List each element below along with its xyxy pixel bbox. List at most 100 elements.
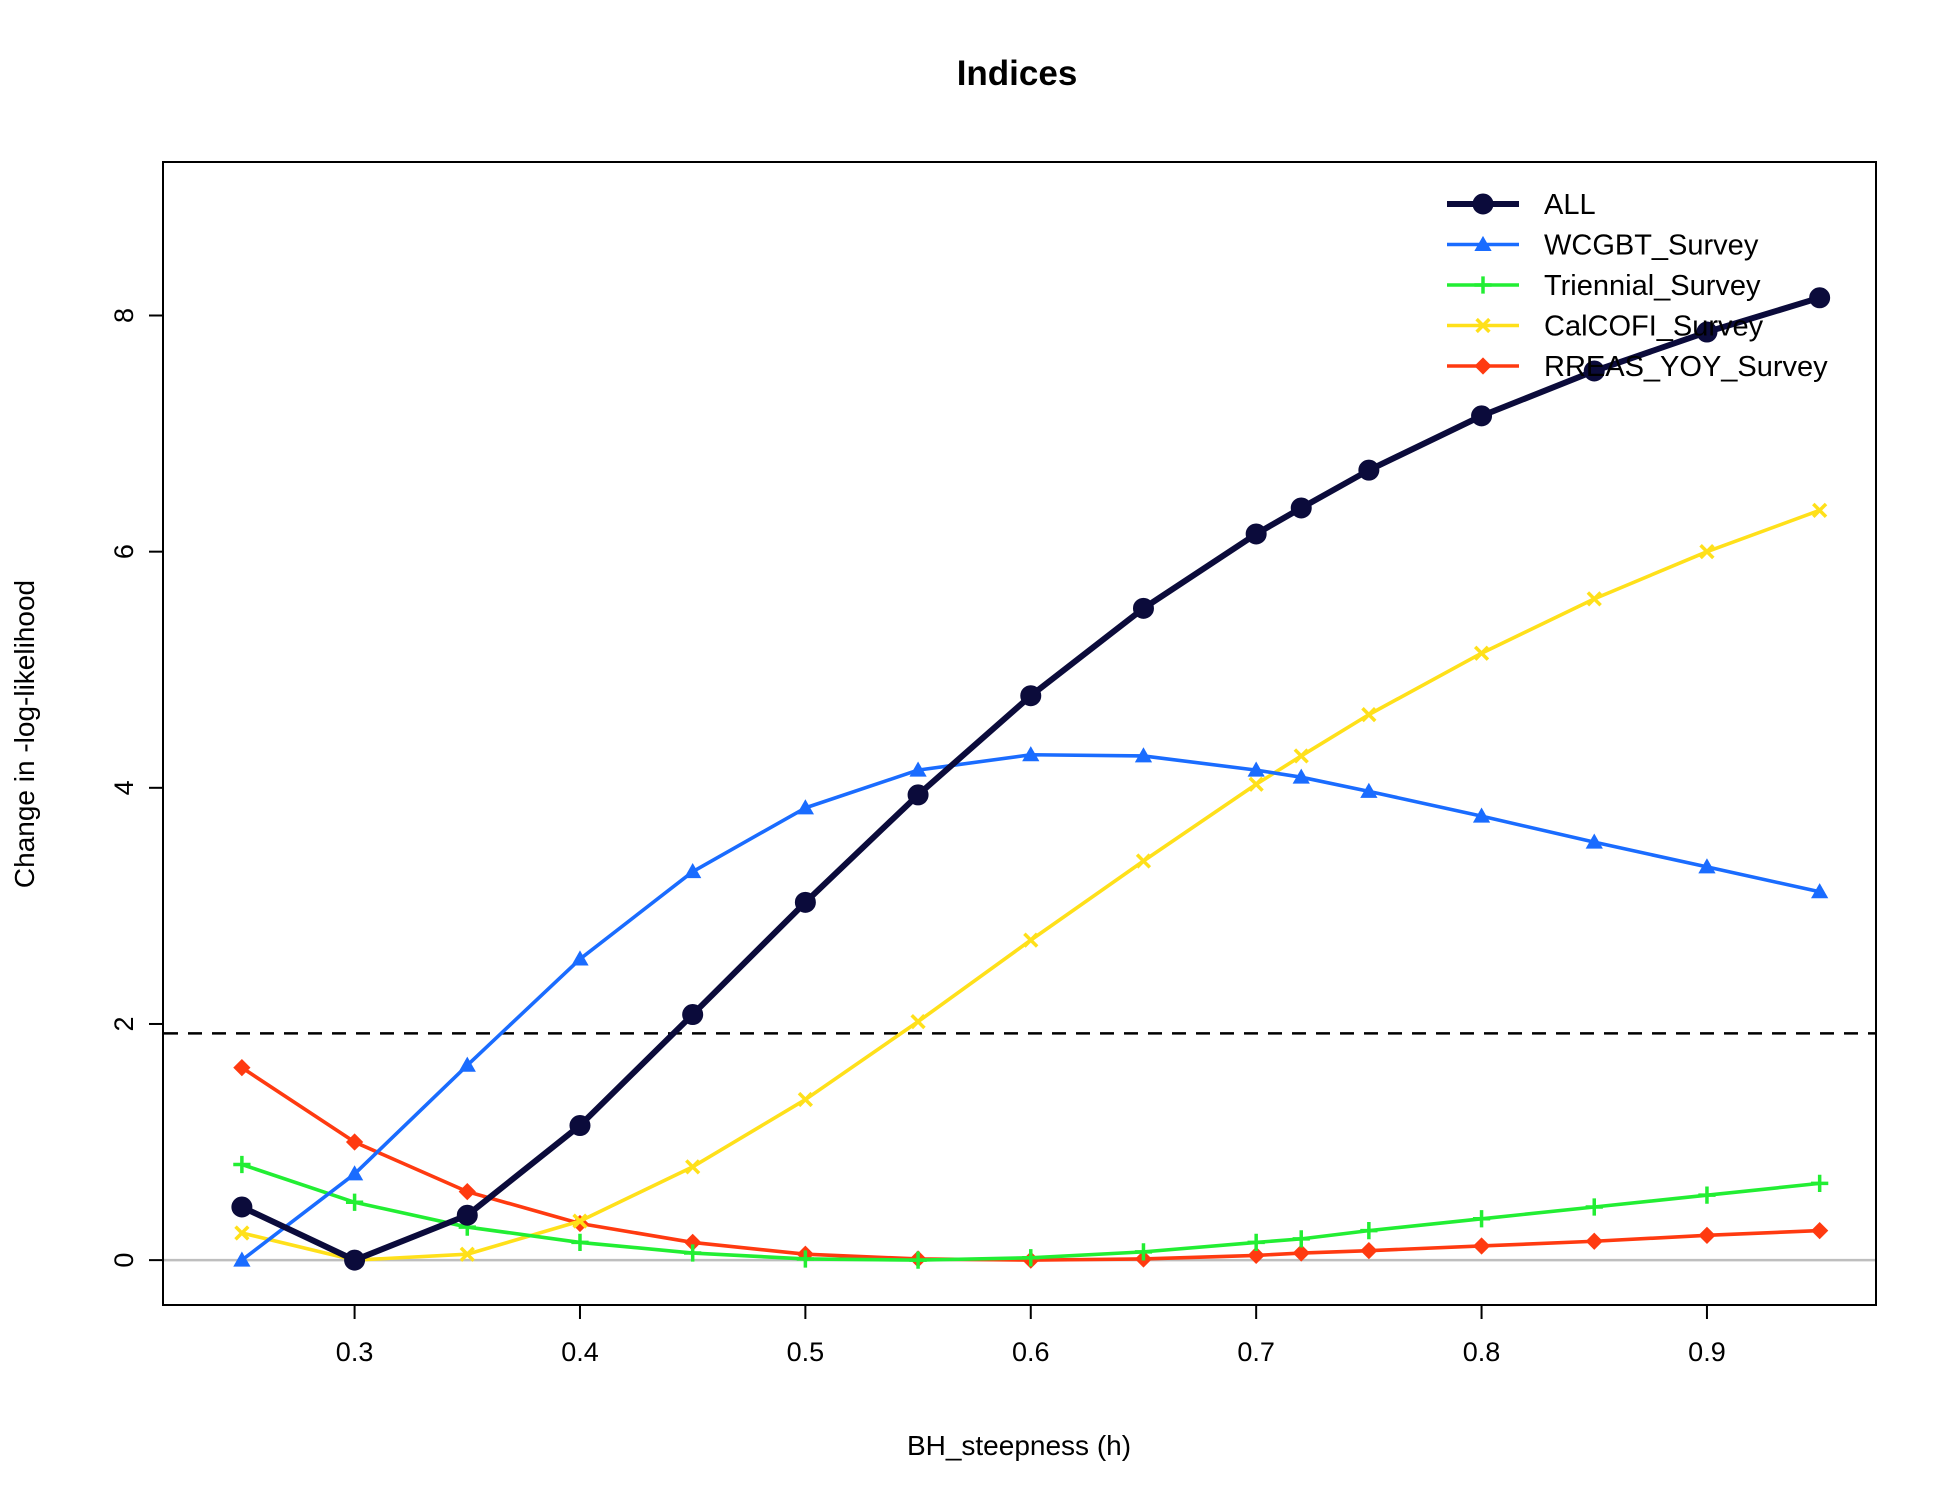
x-axis-title: BH_steepness (h) — [907, 1430, 1131, 1461]
data-point-triennial-survey — [1360, 1221, 1378, 1240]
data-point-rreas-yoy-survey — [458, 1183, 476, 1201]
data-point-wcgbt-survey — [1811, 883, 1829, 899]
y-axis-title: Change in -log-likelihood — [9, 580, 40, 888]
data-point-triennial-survey — [1247, 1233, 1265, 1252]
x-tick-label: 0.7 — [1237, 1337, 1275, 1367]
data-point-rreas-yoy-survey — [1585, 1232, 1603, 1250]
data-point-triennial-survey — [345, 1193, 364, 1211]
data-point-triennial-survey — [1585, 1198, 1603, 1216]
series-line-all — [240, 294, 1821, 1264]
legend-item-calcofi-survey: CalCOFI_Survey — [1447, 311, 1764, 343]
data-point-all — [456, 1204, 478, 1226]
data-point-calcofi-survey — [1135, 853, 1152, 869]
data-point-wcgbt-survey — [1472, 807, 1491, 823]
data-point-triennial-survey — [909, 1251, 927, 1269]
legend-marker-calcofi-survey — [1475, 317, 1491, 334]
data-point-wcgbt-survey — [1247, 761, 1265, 777]
series-line-wcgbt-survey — [240, 752, 1821, 1262]
data-point-calcofi-survey — [1699, 544, 1715, 560]
data-point-wcgbt-survey — [909, 761, 927, 777]
data-point-rreas-yoy-survey — [1360, 1242, 1378, 1260]
data-point-calcofi-survey — [234, 1225, 250, 1241]
x-tick-label: 0.4 — [561, 1337, 599, 1367]
data-point-all — [1020, 685, 1042, 707]
series-triennial-survey — [233, 1155, 1829, 1269]
series-calcofi-survey — [234, 502, 1828, 1268]
data-point-wcgbt-survey — [571, 950, 589, 966]
data-point-calcofi-survey — [459, 1246, 475, 1262]
legend-marker-wcgbt-survey — [1474, 235, 1492, 251]
legend-label-calcofi-survey: CalCOFI_Survey — [1544, 311, 1764, 343]
data-point-triennial-survey — [796, 1250, 814, 1268]
data-point-all — [1245, 523, 1267, 545]
legend-item-rreas-yoy-survey: RREAS_YOY_Survey — [1447, 351, 1828, 383]
series-line-triennial-survey — [241, 1162, 1820, 1262]
data-point-all — [682, 1004, 704, 1026]
x-tick-label: 0.9 — [1688, 1337, 1726, 1367]
series-all — [231, 287, 1831, 1271]
y-tick-label: 2 — [109, 1016, 139, 1031]
data-point-triennial-survey — [233, 1155, 251, 1174]
legend-label-wcgbt-survey: WCGBT_Survey — [1544, 230, 1759, 262]
data-point-all — [794, 891, 816, 913]
series-line-rreas-yoy-survey — [240, 1066, 1820, 1262]
data-point-wcgbt-survey — [1292, 768, 1310, 784]
data-point-calcofi-survey — [1023, 932, 1039, 948]
data-point-wcgbt-survey — [233, 1251, 251, 1267]
data-point-calcofi-survey — [1293, 748, 1309, 764]
y-tick-label: 8 — [109, 308, 139, 323]
legend-label-all: ALL — [1544, 189, 1596, 221]
data-point-triennial-survey — [684, 1244, 702, 1262]
plot-frame — [162, 161, 1877, 1306]
legend-label-rreas-yoy-survey: RREAS_YOY_Survey — [1544, 351, 1828, 383]
data-point-wcgbt-survey — [345, 1165, 364, 1181]
legend-item-all: ALL — [1447, 189, 1596, 221]
data-point-rreas-yoy-survey — [233, 1059, 251, 1077]
x-tick-label: 0.8 — [1463, 1337, 1501, 1367]
y-axis: 0 2 4 6 8 — [109, 308, 163, 1268]
legend-item-wcgbt-survey: WCGBT_Survey — [1447, 230, 1759, 262]
data-point-all — [1583, 360, 1605, 382]
y-tick-label: 0 — [109, 1253, 139, 1268]
data-point-all — [1696, 321, 1718, 343]
data-point-rreas-yoy-survey — [1247, 1246, 1265, 1265]
y-tick-label: 4 — [109, 780, 139, 795]
data-point-all — [907, 784, 929, 806]
data-point-calcofi-survey — [1248, 776, 1264, 792]
legend: ALL WCGBT_Survey Triennial_Survey CalCOFI_S… — [1447, 189, 1828, 383]
data-point-rreas-yoy-survey — [684, 1233, 702, 1252]
data-point-triennial-survey — [1022, 1249, 1040, 1267]
data-point-wcgbt-survey — [684, 863, 702, 879]
data-point-all — [569, 1115, 591, 1137]
data-point-all — [1471, 405, 1493, 427]
data-point-triennial-survey — [571, 1233, 589, 1252]
data-point-all — [231, 1196, 253, 1218]
data-point-calcofi-survey — [1812, 502, 1828, 518]
data-point-all — [1290, 497, 1312, 519]
chart-title: Indices — [957, 54, 1078, 93]
data-point-triennial-survey — [1134, 1243, 1153, 1261]
data-point-wcgbt-survey — [1585, 833, 1603, 849]
data-point-calcofi-survey — [797, 1091, 813, 1108]
x-tick-label: 0.6 — [1012, 1337, 1050, 1367]
data-point-all — [1358, 459, 1380, 481]
legend-marker-rreas-yoy-survey — [1474, 357, 1492, 375]
data-point-wcgbt-survey — [1698, 858, 1716, 874]
data-point-wcgbt-survey — [458, 1056, 476, 1072]
data-point-rreas-yoy-survey — [1811, 1221, 1829, 1240]
data-point-calcofi-survey — [910, 1014, 926, 1030]
data-point-wcgbt-survey — [1022, 746, 1040, 762]
data-point-rreas-yoy-survey — [345, 1133, 364, 1151]
data-point-rreas-yoy-survey — [1292, 1244, 1310, 1262]
data-point-all — [1809, 287, 1831, 309]
data-point-wcgbt-survey — [796, 799, 814, 815]
legend-marker-triennial-survey — [1474, 276, 1492, 294]
x-axis: 0.3 0.4 0.5 0.6 0.7 0.8 0.9 — [336, 1305, 1726, 1367]
data-point-rreas-yoy-survey — [1698, 1226, 1716, 1244]
data-point-rreas-yoy-survey — [1472, 1237, 1491, 1255]
y-tick-label: 6 — [109, 544, 139, 559]
data-point-calcofi-survey — [685, 1159, 701, 1175]
